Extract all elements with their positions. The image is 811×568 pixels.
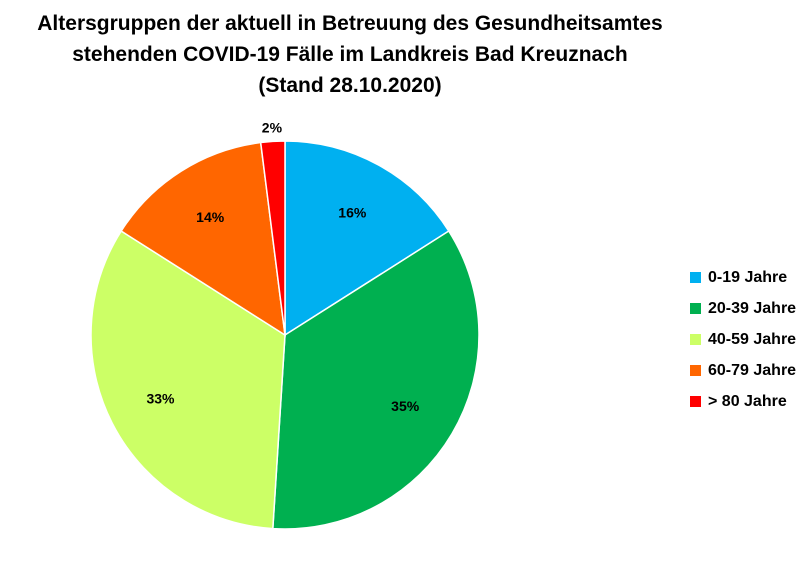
pie-slice [120,141,286,337]
legend-swatch [690,334,701,345]
legend-swatch [690,396,701,407]
pie-data-label: 2% [262,119,283,135]
legend-label: 60-79 Jahre [708,361,797,379]
pie-slice [90,230,286,530]
pie-slices [90,140,480,530]
pie-data-label: 14% [196,209,225,225]
legend-swatch [690,303,701,314]
legend-label: > 80 Jahre [708,392,787,410]
legend-item: 20-39 Jahre [690,293,796,324]
pie-data-labels: 16% 35% 33% 14% 2% [146,119,419,414]
chart-title-line-3: (Stand 28.10.2020) [258,74,442,97]
pie-slice [284,140,450,337]
pie-slice [272,230,480,530]
legend-item: 40-59 Jahre [690,324,796,355]
chart-title-line-2: stehenden COVID-19 Fälle im Landkreis Ba… [72,43,628,66]
legend: 0-19 Jahre 20-39 Jahre 40-59 Jahre 60-79… [690,262,796,417]
legend-label: 0-19 Jahre [708,268,788,286]
legend-item: 60-79 Jahre [690,355,796,386]
legend-swatch [690,272,701,283]
pie-data-label: 16% [338,205,367,221]
pie-data-label: 33% [146,390,175,406]
chart-title-line-1: Altersgruppen der aktuell in Betreuung d… [37,12,663,35]
legend-item: > 80 Jahre [690,386,796,417]
pie-data-label: 35% [391,398,420,414]
chart-title: Altersgruppen der aktuell in Betreuung d… [0,8,700,101]
legend-swatch [690,365,701,376]
legend-label: 20-39 Jahre [708,299,797,317]
legend-item: 0-19 Jahre [690,262,796,293]
pie-slice [259,140,286,336]
legend-label: 40-59 Jahre [708,330,797,348]
